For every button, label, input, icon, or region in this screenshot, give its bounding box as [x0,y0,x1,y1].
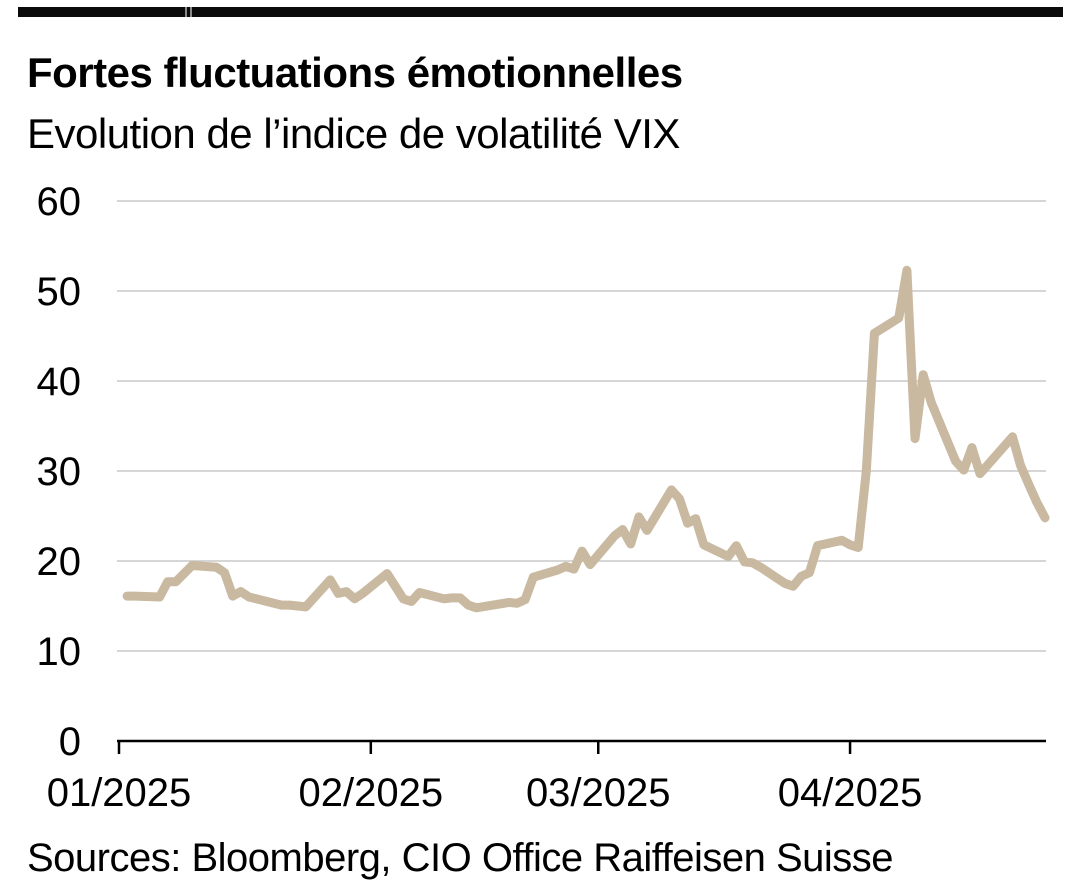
top-rule-notch [190,7,192,17]
chart-subtitle: Evolution de l’indice de volatilité VIX [27,110,680,157]
y-tick-label-60: 60 [37,180,82,224]
chart-title: Fortes fluctuations émotionnelles [27,49,683,96]
x-tick-label-03/2025: 03/2025 [526,771,671,815]
y-tick-label-10: 10 [37,630,82,674]
y-tick-label-40: 40 [37,360,82,404]
y-tick-label-50: 50 [37,270,82,314]
x-tick-label-02/2025: 02/2025 [299,771,444,815]
x-tick-label-04/2025: 04/2025 [778,771,923,815]
y-tick-label-20: 20 [37,540,82,584]
y-tick-label-0: 0 [59,720,81,764]
top-rule-notch [185,7,187,17]
x-tick-label-01/2025: 01/2025 [47,771,192,815]
y-tick-label-30: 30 [37,450,82,494]
source-note: Sources: Bloomberg, CIO Office Raiffeise… [27,836,894,880]
vix-series-line [122,265,1050,613]
top-rule [18,7,1063,17]
